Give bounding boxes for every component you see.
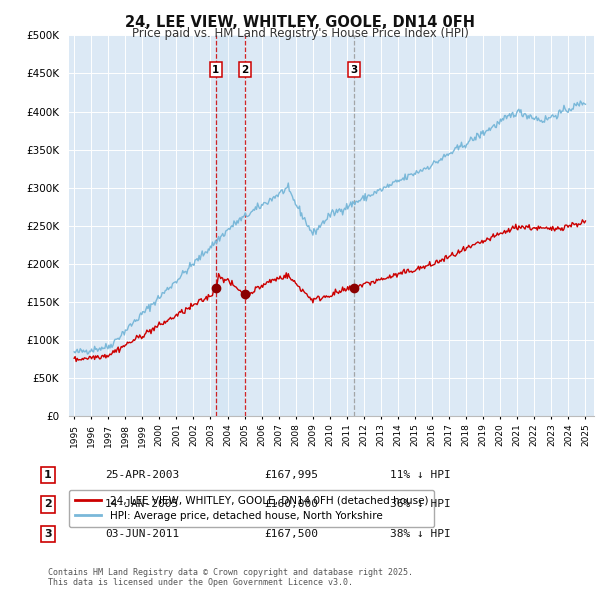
Legend: 24, LEE VIEW, WHITLEY, GOOLE, DN14 0FH (detached house), HPI: Average price, det: 24, LEE VIEW, WHITLEY, GOOLE, DN14 0FH (… xyxy=(69,490,434,527)
Bar xyxy=(216,35,245,416)
Text: £167,500: £167,500 xyxy=(264,529,318,539)
Text: Contains HM Land Registry data © Crown copyright and database right 2025.
This d: Contains HM Land Registry data © Crown c… xyxy=(48,568,413,587)
Text: 2: 2 xyxy=(242,65,249,75)
Text: 11% ↓ HPI: 11% ↓ HPI xyxy=(390,470,451,480)
Text: 03-JUN-2011: 03-JUN-2011 xyxy=(105,529,179,539)
Text: 2: 2 xyxy=(44,500,52,509)
Text: £167,995: £167,995 xyxy=(264,470,318,480)
Text: £160,000: £160,000 xyxy=(264,500,318,509)
Text: 3: 3 xyxy=(44,529,52,539)
Text: 3: 3 xyxy=(350,65,358,75)
Text: Price paid vs. HM Land Registry's House Price Index (HPI): Price paid vs. HM Land Registry's House … xyxy=(131,27,469,40)
Text: 38% ↓ HPI: 38% ↓ HPI xyxy=(390,529,451,539)
Text: 14-JAN-2005: 14-JAN-2005 xyxy=(105,500,179,509)
Text: 1: 1 xyxy=(44,470,52,480)
Text: 36% ↓ HPI: 36% ↓ HPI xyxy=(390,500,451,509)
Text: 24, LEE VIEW, WHITLEY, GOOLE, DN14 0FH: 24, LEE VIEW, WHITLEY, GOOLE, DN14 0FH xyxy=(125,15,475,30)
Text: 1: 1 xyxy=(212,65,220,75)
Text: 25-APR-2003: 25-APR-2003 xyxy=(105,470,179,480)
